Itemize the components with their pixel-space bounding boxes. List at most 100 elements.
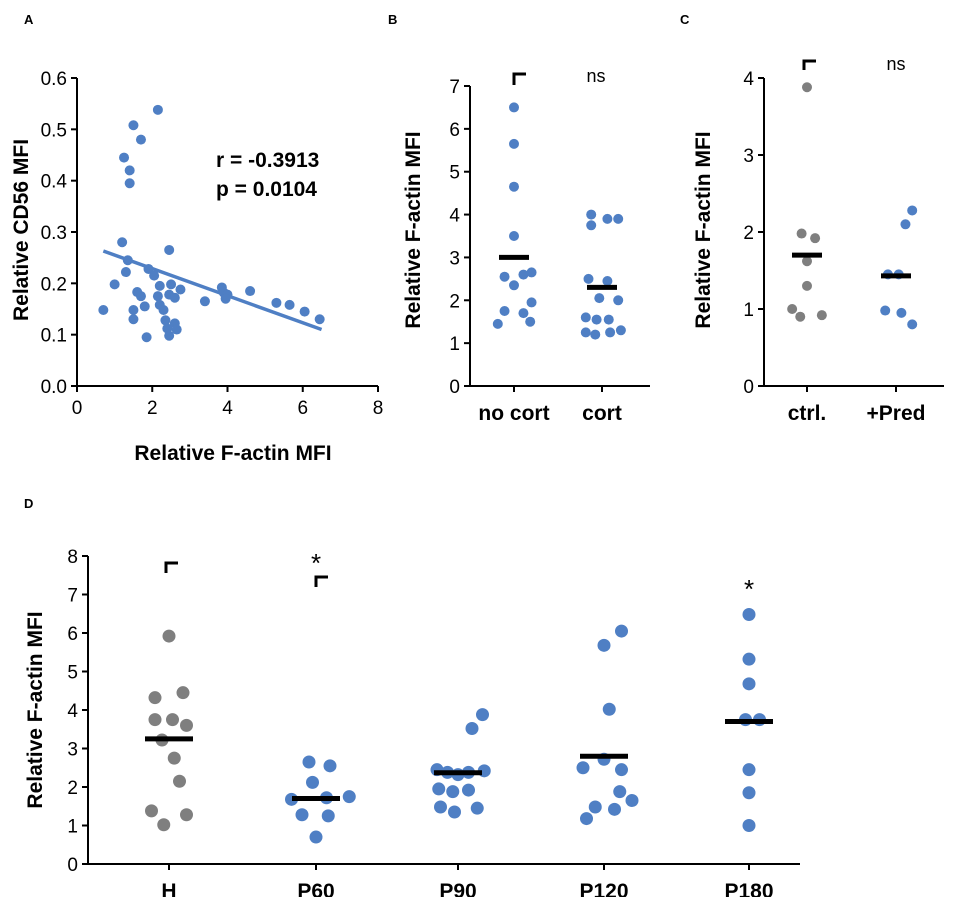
panel-d-data-point <box>476 708 489 722</box>
panel-b-data-point <box>602 276 613 286</box>
panel-a-data-point <box>314 314 325 325</box>
panel-b-data-point <box>509 181 519 192</box>
panel-a-data-point <box>299 306 310 317</box>
correlation-r: r = -0.3913 <box>216 149 319 172</box>
panel-a-y-tick-label: 0.0 <box>41 377 67 398</box>
panel-a-data-point <box>135 291 146 302</box>
panel-b-data-point <box>586 209 597 220</box>
panel-b-data-point <box>509 138 519 149</box>
panel-d-category-label: H <box>161 880 176 897</box>
panel-d-data-point <box>302 755 316 769</box>
panel-a-x-tick-label: 6 <box>297 398 308 419</box>
panel-b-data-point <box>518 269 529 280</box>
panel-letter-d: D <box>24 496 33 511</box>
panel-a-data-point <box>171 324 182 335</box>
panel-d-data-point <box>742 819 756 832</box>
panel-b-y-tick-label: 6 <box>449 120 460 141</box>
panel-b-data-point <box>583 273 594 284</box>
panel-d-data-point <box>608 802 621 816</box>
panel-b-data-point <box>525 316 536 327</box>
panel-c-y-tick-label: 1 <box>743 300 754 321</box>
panel-a-y-tick-label: 0.3 <box>41 223 67 244</box>
panel-b-ns: ns <box>586 66 605 86</box>
panel-a-data-point <box>175 284 186 295</box>
panel-d-data-point <box>167 751 181 765</box>
panel-c-ylabel: Relative F-actin MFI <box>692 131 715 328</box>
panel-d-data-point <box>173 774 186 788</box>
panel-d-y-tick-label: 2 <box>67 778 78 799</box>
panel-d-data-point <box>176 686 190 700</box>
panel-a-data-point <box>122 255 133 266</box>
panel-b-data-point <box>615 325 626 336</box>
panel-d-category-label: P90 <box>439 880 476 897</box>
panel-d-y-tick-label: 8 <box>67 547 78 568</box>
panel-d-data-point <box>180 808 193 822</box>
panel-b-y-tick-label: 1 <box>449 334 460 355</box>
panel-a-regression-line <box>102 249 323 332</box>
panel-b-data-point <box>603 314 614 325</box>
panel-d-data-point <box>742 608 756 622</box>
panel-d-data-point <box>448 805 461 819</box>
panel-a-data-point <box>119 152 130 163</box>
panel-d-category-label: P60 <box>297 880 334 897</box>
panel-a-data-point <box>128 305 139 316</box>
panel-d-data-point <box>342 790 356 804</box>
panel-d-category-label: P120 <box>579 880 628 897</box>
panel-b-y-tick-label: 3 <box>449 248 460 269</box>
panel-c-data-point <box>900 219 911 230</box>
panel-d-data-point <box>162 629 176 643</box>
panel-a-x-tick-label: 2 <box>147 398 158 419</box>
panel-a-data-point <box>245 286 256 297</box>
panel-a-data-point <box>271 297 282 308</box>
panel-d-data-point <box>615 763 628 777</box>
panel-a-data-point <box>128 314 139 325</box>
panel-a-ylabel: Relative CD56 MFI <box>10 139 33 321</box>
panel-c-data-point <box>880 305 891 316</box>
panel-a-data-point <box>160 315 171 326</box>
panel-letter-a: A <box>24 12 34 27</box>
panel-b-data-point <box>499 306 510 316</box>
panel-b-data-point <box>580 312 591 323</box>
panel-d-data-point <box>309 830 323 844</box>
panel-b-data-point <box>602 213 613 224</box>
panel-d-data-point <box>166 713 179 727</box>
panel-d-data-point <box>432 782 446 796</box>
panel-c-data-point <box>802 82 812 93</box>
panel-d-bracket-h <box>164 561 178 573</box>
panel-a-y-tick-label: 0.4 <box>41 172 68 193</box>
panel-a-x-tick-label: 4 <box>222 398 233 419</box>
panel-b-y-tick-label: 2 <box>449 291 460 312</box>
panel-b-data-point <box>580 327 591 338</box>
panel-d-data-point <box>157 818 171 832</box>
panel-c-data-point <box>802 256 812 267</box>
panel-d-data-point <box>615 624 628 638</box>
panel-a-data-point <box>149 270 160 281</box>
panel-c-y-tick-label: 2 <box>743 223 754 244</box>
panel-a-data-point <box>98 305 109 316</box>
panel-d-category-label: P180 <box>724 880 773 897</box>
correlation-p: p = 0.0104 <box>216 178 317 201</box>
panel-d-data-point <box>742 786 756 800</box>
panel-a-x-tick-label: 8 <box>373 398 384 419</box>
panel-d-y-tick-label: 6 <box>67 624 78 645</box>
panel-d-bracket-p60 <box>314 575 328 587</box>
panel-d-data-point <box>580 812 593 826</box>
panel-a-y-tick-label: 0.5 <box>41 120 67 141</box>
panel-b-data-point <box>509 280 519 291</box>
panel-a-data-point <box>220 293 231 304</box>
panel-c-data-point <box>907 205 918 216</box>
panel-a-data-point <box>164 244 175 255</box>
panel-c-data-point <box>796 228 807 239</box>
panel-d-data-point <box>446 785 460 799</box>
panel-b-data-point <box>586 220 597 231</box>
panel-c-y-tick-label: 0 <box>743 377 754 398</box>
panel-a-data-point <box>284 299 295 310</box>
panel-d-data-point <box>597 638 611 652</box>
panel-a-data-point <box>152 104 163 115</box>
panel-b-data-point <box>518 308 529 319</box>
panel-a-data-point <box>152 291 163 302</box>
panel-d-data-point <box>602 702 616 716</box>
panel-b-data-point <box>526 297 537 308</box>
panel-c-data-point <box>816 310 827 321</box>
